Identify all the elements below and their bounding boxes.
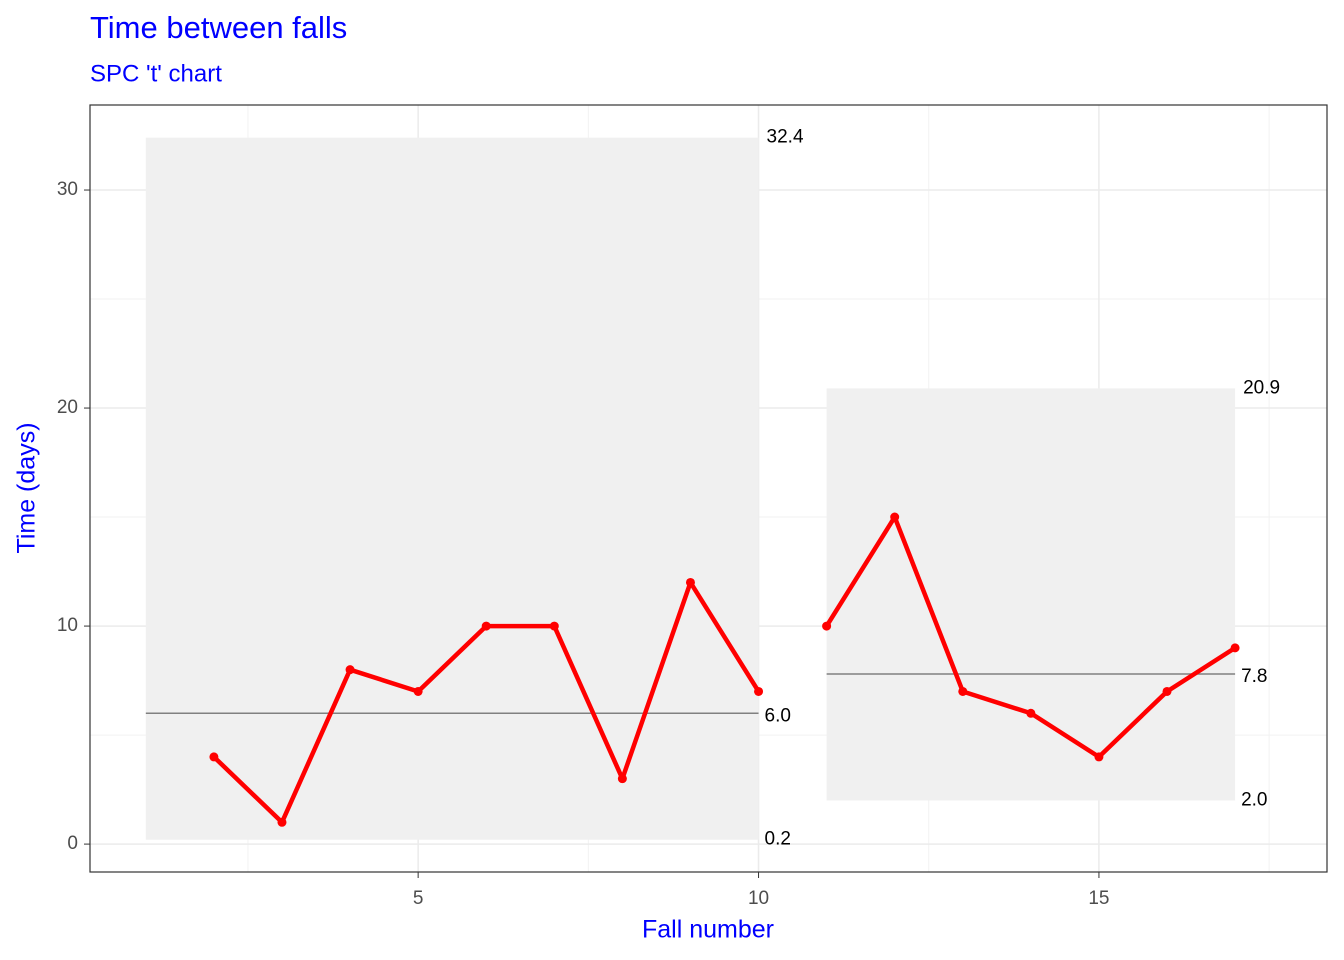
y-tick-label: 20 — [57, 397, 78, 418]
data-point — [822, 621, 832, 631]
data-point — [549, 621, 559, 631]
data-point — [481, 621, 491, 631]
data-point — [209, 752, 219, 762]
cl-label: 6.0 — [765, 705, 791, 726]
data-point — [958, 686, 968, 696]
data-point — [1162, 686, 1172, 696]
x-tick-label: 10 — [748, 888, 769, 909]
control-band — [145, 137, 759, 840]
data-point — [1094, 752, 1104, 762]
chart-subtitle: SPC 't' chart — [90, 60, 222, 87]
x-axis-title: Fall number — [642, 916, 774, 944]
data-point — [345, 665, 355, 675]
data-point — [754, 686, 764, 696]
x-tick-label: 15 — [1088, 888, 1109, 909]
data-point — [277, 817, 287, 827]
ucl-label: 32.4 — [767, 127, 804, 148]
data-point — [1230, 643, 1240, 653]
y-axis-title: Time (days) — [13, 422, 41, 553]
y-tick-label: 10 — [57, 615, 78, 636]
y-tick-label: 30 — [57, 179, 78, 200]
plot-border — [89, 104, 1328, 873]
data-point — [685, 577, 695, 587]
lcl-label: 0.2 — [765, 829, 791, 850]
data-point — [413, 686, 423, 696]
cl-label: 7.8 — [1241, 666, 1267, 687]
lcl-label: 2.0 — [1241, 790, 1267, 811]
y-tick-label: 0 — [67, 833, 78, 854]
control-band — [826, 388, 1236, 801]
x-tick-label: 5 — [413, 888, 424, 909]
data-point — [617, 774, 627, 784]
chart-title: Time between falls — [90, 10, 347, 45]
data-point — [1026, 708, 1036, 718]
data-point — [890, 512, 900, 522]
ucl-label: 20.9 — [1243, 377, 1280, 398]
